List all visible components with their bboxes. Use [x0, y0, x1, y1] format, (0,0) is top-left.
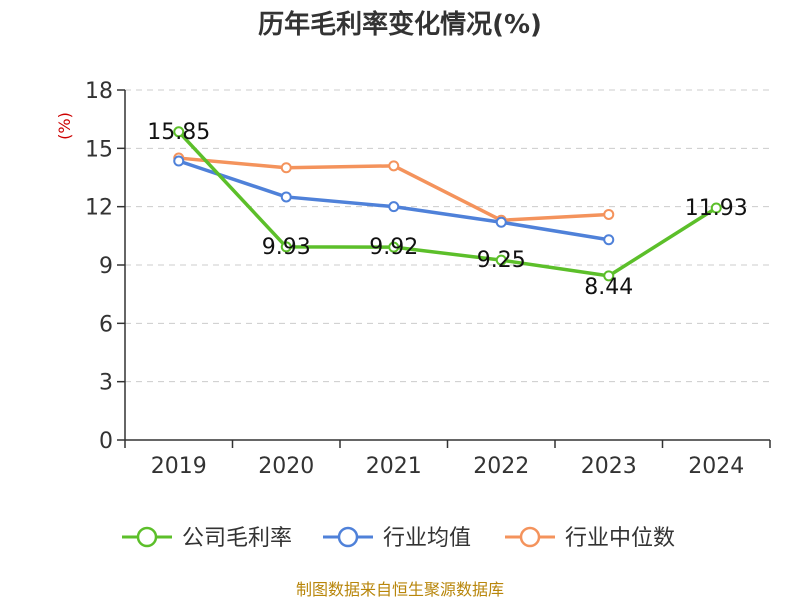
legend-item[interactable]: 行业中位数 [505, 526, 675, 551]
data-point [174, 156, 183, 165]
data-point [604, 235, 613, 244]
data-label: 9.25 [477, 248, 526, 273]
x-tick-labels: 2019 2020 2021 2022 2023 2024 [151, 454, 745, 479]
data-point [497, 218, 506, 227]
legend[interactable]: 公司毛利率 行业均值 行业中位数 [122, 526, 675, 551]
x-tick-label: 2023 [581, 454, 637, 479]
chart-title: 历年毛利率变化情况(%) [258, 9, 542, 40]
data-label: 11.93 [685, 196, 748, 221]
y-tick-label: 18 [85, 79, 113, 104]
x-tick-label: 2022 [473, 454, 529, 479]
legend-label: 行业中位数 [565, 526, 675, 551]
data-point [389, 161, 398, 170]
x-tick-label: 2021 [366, 454, 422, 479]
y-tick-label: 0 [99, 429, 113, 454]
data-point [282, 163, 291, 172]
y-tick-label: 6 [99, 312, 113, 337]
data-point [604, 210, 613, 219]
legend-circle-marker [339, 528, 357, 546]
legend-label: 行业均值 [383, 526, 471, 551]
axes [117, 90, 770, 448]
data-labels: 15.85 9.93 9.92 9.25 8.44 11.93 [147, 120, 747, 300]
data-label: 15.85 [147, 120, 210, 145]
y-tick-label: 12 [85, 196, 113, 221]
x-tick-label: 2020 [258, 454, 314, 479]
y-tick-labels: 0 3 6 9 12 15 18 [85, 79, 113, 454]
data-point [282, 192, 291, 201]
legend-circle-marker [521, 528, 539, 546]
legend-circle-marker [138, 528, 156, 546]
y-axis-unit: (%) [55, 112, 74, 140]
series-line-1 [179, 132, 717, 276]
x-tick-label: 2024 [688, 454, 744, 479]
data-label: 9.92 [369, 235, 418, 260]
y-tick-label: 3 [99, 371, 113, 396]
data-label: 9.93 [262, 235, 311, 260]
legend-label: 公司毛利率 [182, 526, 292, 551]
legend-item[interactable]: 公司毛利率 [122, 526, 292, 551]
x-tick-label: 2019 [151, 454, 207, 479]
data-point [389, 202, 398, 211]
data-label: 8.44 [584, 275, 633, 300]
data-source: 制图数据来自恒生聚源数据库 [296, 580, 504, 599]
legend-item[interactable]: 行业均值 [323, 526, 471, 551]
series-lines [174, 127, 721, 280]
y-tick-label: 9 [99, 254, 113, 279]
y-tick-label: 15 [85, 137, 113, 162]
